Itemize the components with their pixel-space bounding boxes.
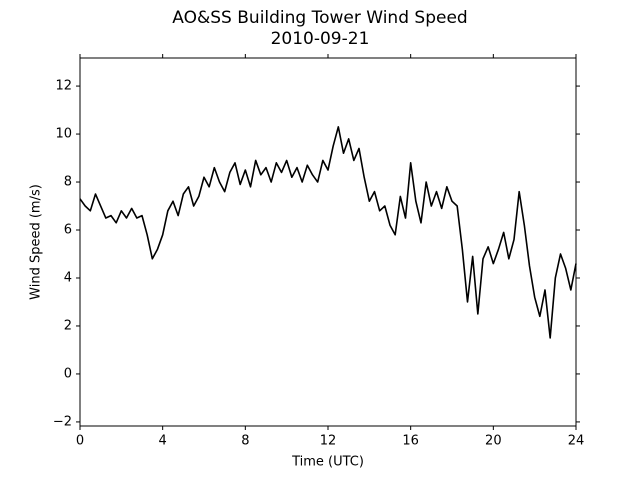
x-tick-label: 20 [485, 434, 502, 449]
x-tick-label: 12 [320, 434, 337, 449]
x-axis-label: Time (UTC) [291, 455, 364, 470]
y-axis-label: Wind Speed (m/s) [29, 184, 44, 300]
y-tick-label: −2 [53, 414, 72, 429]
chart-title: AO&SS Building Tower Wind Speed [172, 8, 467, 28]
chart-subtitle: 2010-09-21 [271, 29, 370, 49]
x-tick-label: 0 [76, 434, 84, 449]
y-tick-label: 4 [64, 270, 72, 285]
x-tick-label: 4 [159, 434, 167, 449]
x-tick-label: 16 [402, 434, 419, 449]
data-line [79, 126, 577, 339]
y-tick-label: 6 [64, 223, 72, 238]
x-tick-label: 8 [241, 434, 249, 449]
x-tick-label: 24 [568, 434, 585, 449]
y-tick-label: 2 [64, 318, 72, 333]
y-tick-label: 10 [55, 127, 72, 142]
y-tick-label: 0 [64, 366, 72, 381]
y-tick-label: 8 [64, 175, 72, 190]
y-tick-label: 12 [55, 79, 72, 94]
